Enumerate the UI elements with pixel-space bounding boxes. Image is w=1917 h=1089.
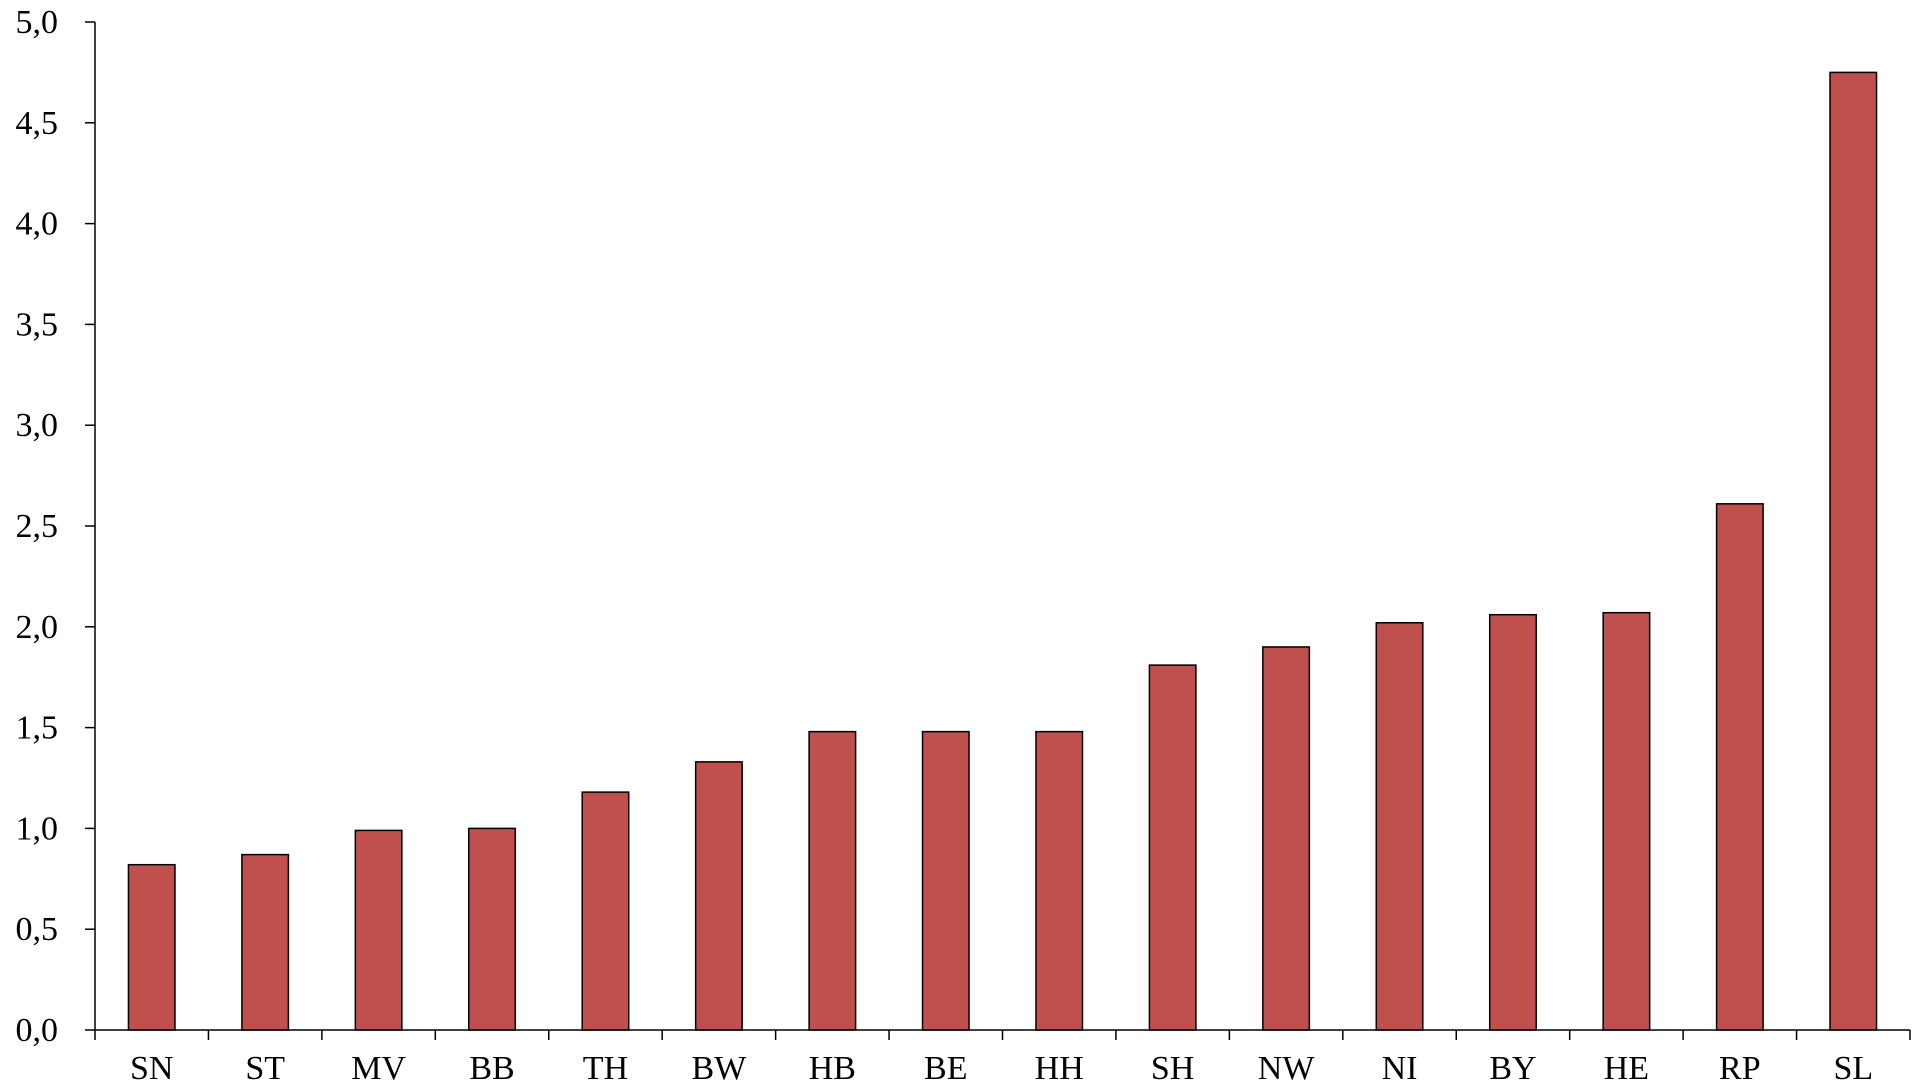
y-tick-label: 1,5: [16, 710, 59, 747]
bar-sl: [1829, 71, 1878, 1031]
x-tick-label: BB: [469, 1050, 514, 1087]
x-tick-label: MV: [351, 1050, 406, 1087]
bar-st: [241, 853, 290, 1031]
y-tick-label: 1,0: [16, 810, 59, 847]
x-tick-label: ST: [245, 1050, 285, 1087]
y-tick-label: 4,5: [16, 105, 59, 142]
x-tick-label: SN: [130, 1050, 173, 1087]
x-tick-label: HH: [1035, 1050, 1084, 1087]
bar-th: [581, 791, 630, 1031]
bar-rp: [1715, 503, 1764, 1031]
bar-sn: [127, 863, 176, 1031]
x-tick-label: BW: [692, 1050, 748, 1087]
y-tick-label: 2,5: [16, 508, 59, 545]
bar-by: [1488, 613, 1537, 1031]
bars: [127, 71, 1878, 1031]
y-tick-label: 4,0: [16, 206, 59, 243]
bar-he: [1602, 611, 1651, 1031]
x-tick-label: SH: [1151, 1050, 1194, 1087]
bar-hb: [808, 730, 857, 1031]
x-tick-label: TH: [583, 1050, 628, 1087]
bar-ni: [1375, 622, 1424, 1031]
y-axis: 0,0 0,5 1,0 1,5 2,0 2,5 3,0 3,5 4,0 4,5 5,0: [16, 4, 96, 1049]
bar-sh: [1148, 664, 1197, 1031]
y-tick-label: 0,0: [16, 1012, 59, 1049]
bar-mv: [354, 829, 403, 1031]
x-tick-label: SL: [1833, 1050, 1873, 1087]
x-tick-label: NW: [1258, 1050, 1316, 1087]
bar-bb: [468, 827, 517, 1031]
bar-be: [921, 730, 970, 1031]
x-tick-label: NI: [1382, 1050, 1418, 1087]
bar-nw: [1262, 646, 1311, 1031]
y-tick-label: 3,0: [16, 407, 59, 444]
y-tick-label: 5,0: [16, 4, 59, 41]
x-tick-label: BY: [1489, 1050, 1536, 1087]
bar-bw: [694, 761, 743, 1031]
y-tick-label: 3,5: [16, 306, 59, 343]
x-tick-label: HB: [809, 1050, 856, 1087]
bar-hh: [1035, 730, 1084, 1031]
x-tick-label: RP: [1719, 1050, 1761, 1087]
x-axis: SN ST MV BB TH BW HB BE HH SH NW NI BY HE RP SL: [94, 1029, 1911, 1087]
x-tick-label: HE: [1604, 1050, 1649, 1087]
x-tick-label: BE: [924, 1050, 967, 1087]
y-tick-label: 0,5: [16, 911, 59, 948]
y-tick-label: 2,0: [16, 609, 59, 646]
